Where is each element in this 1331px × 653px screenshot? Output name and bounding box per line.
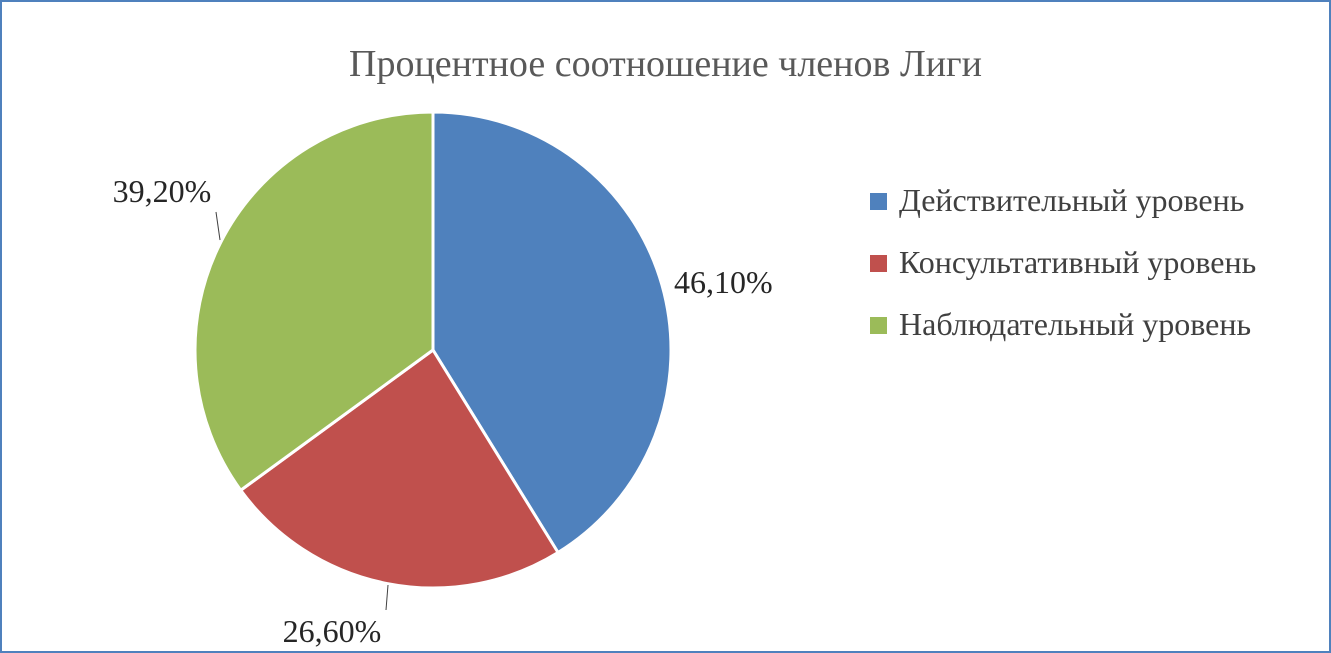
pie-slice-0	[431, 110, 673, 555]
legend-label-2: Наблюдательный уровень	[899, 306, 1252, 342]
legend-swatch-2	[870, 317, 887, 334]
legend-label-1: Консультативный уровень	[899, 244, 1257, 280]
legend-item-1: Консультативный уровень	[862, 242, 1302, 282]
legend-item-0: Действительный уровень	[862, 180, 1302, 220]
legend: Действительный уровень Консультативный у…	[862, 180, 1302, 366]
legend-item-2: Наблюдательный уровень	[862, 304, 1302, 344]
legend-swatch-0	[870, 193, 887, 210]
data-label-0: 46,10%	[674, 264, 773, 300]
legend-label-0: Действительный уровень	[899, 182, 1245, 218]
leader-line-2	[215, 211, 221, 241]
data-label-2: 39,20%	[113, 173, 212, 209]
pie-slice-2	[193, 110, 435, 492]
pie-slice-1	[239, 348, 560, 590]
leader-line-1	[385, 584, 389, 611]
data-label-1: 26,60%	[283, 613, 382, 649]
chart-title: Процентное соотношение членов Лиги	[349, 43, 982, 85]
legend-swatch-1	[870, 255, 887, 272]
